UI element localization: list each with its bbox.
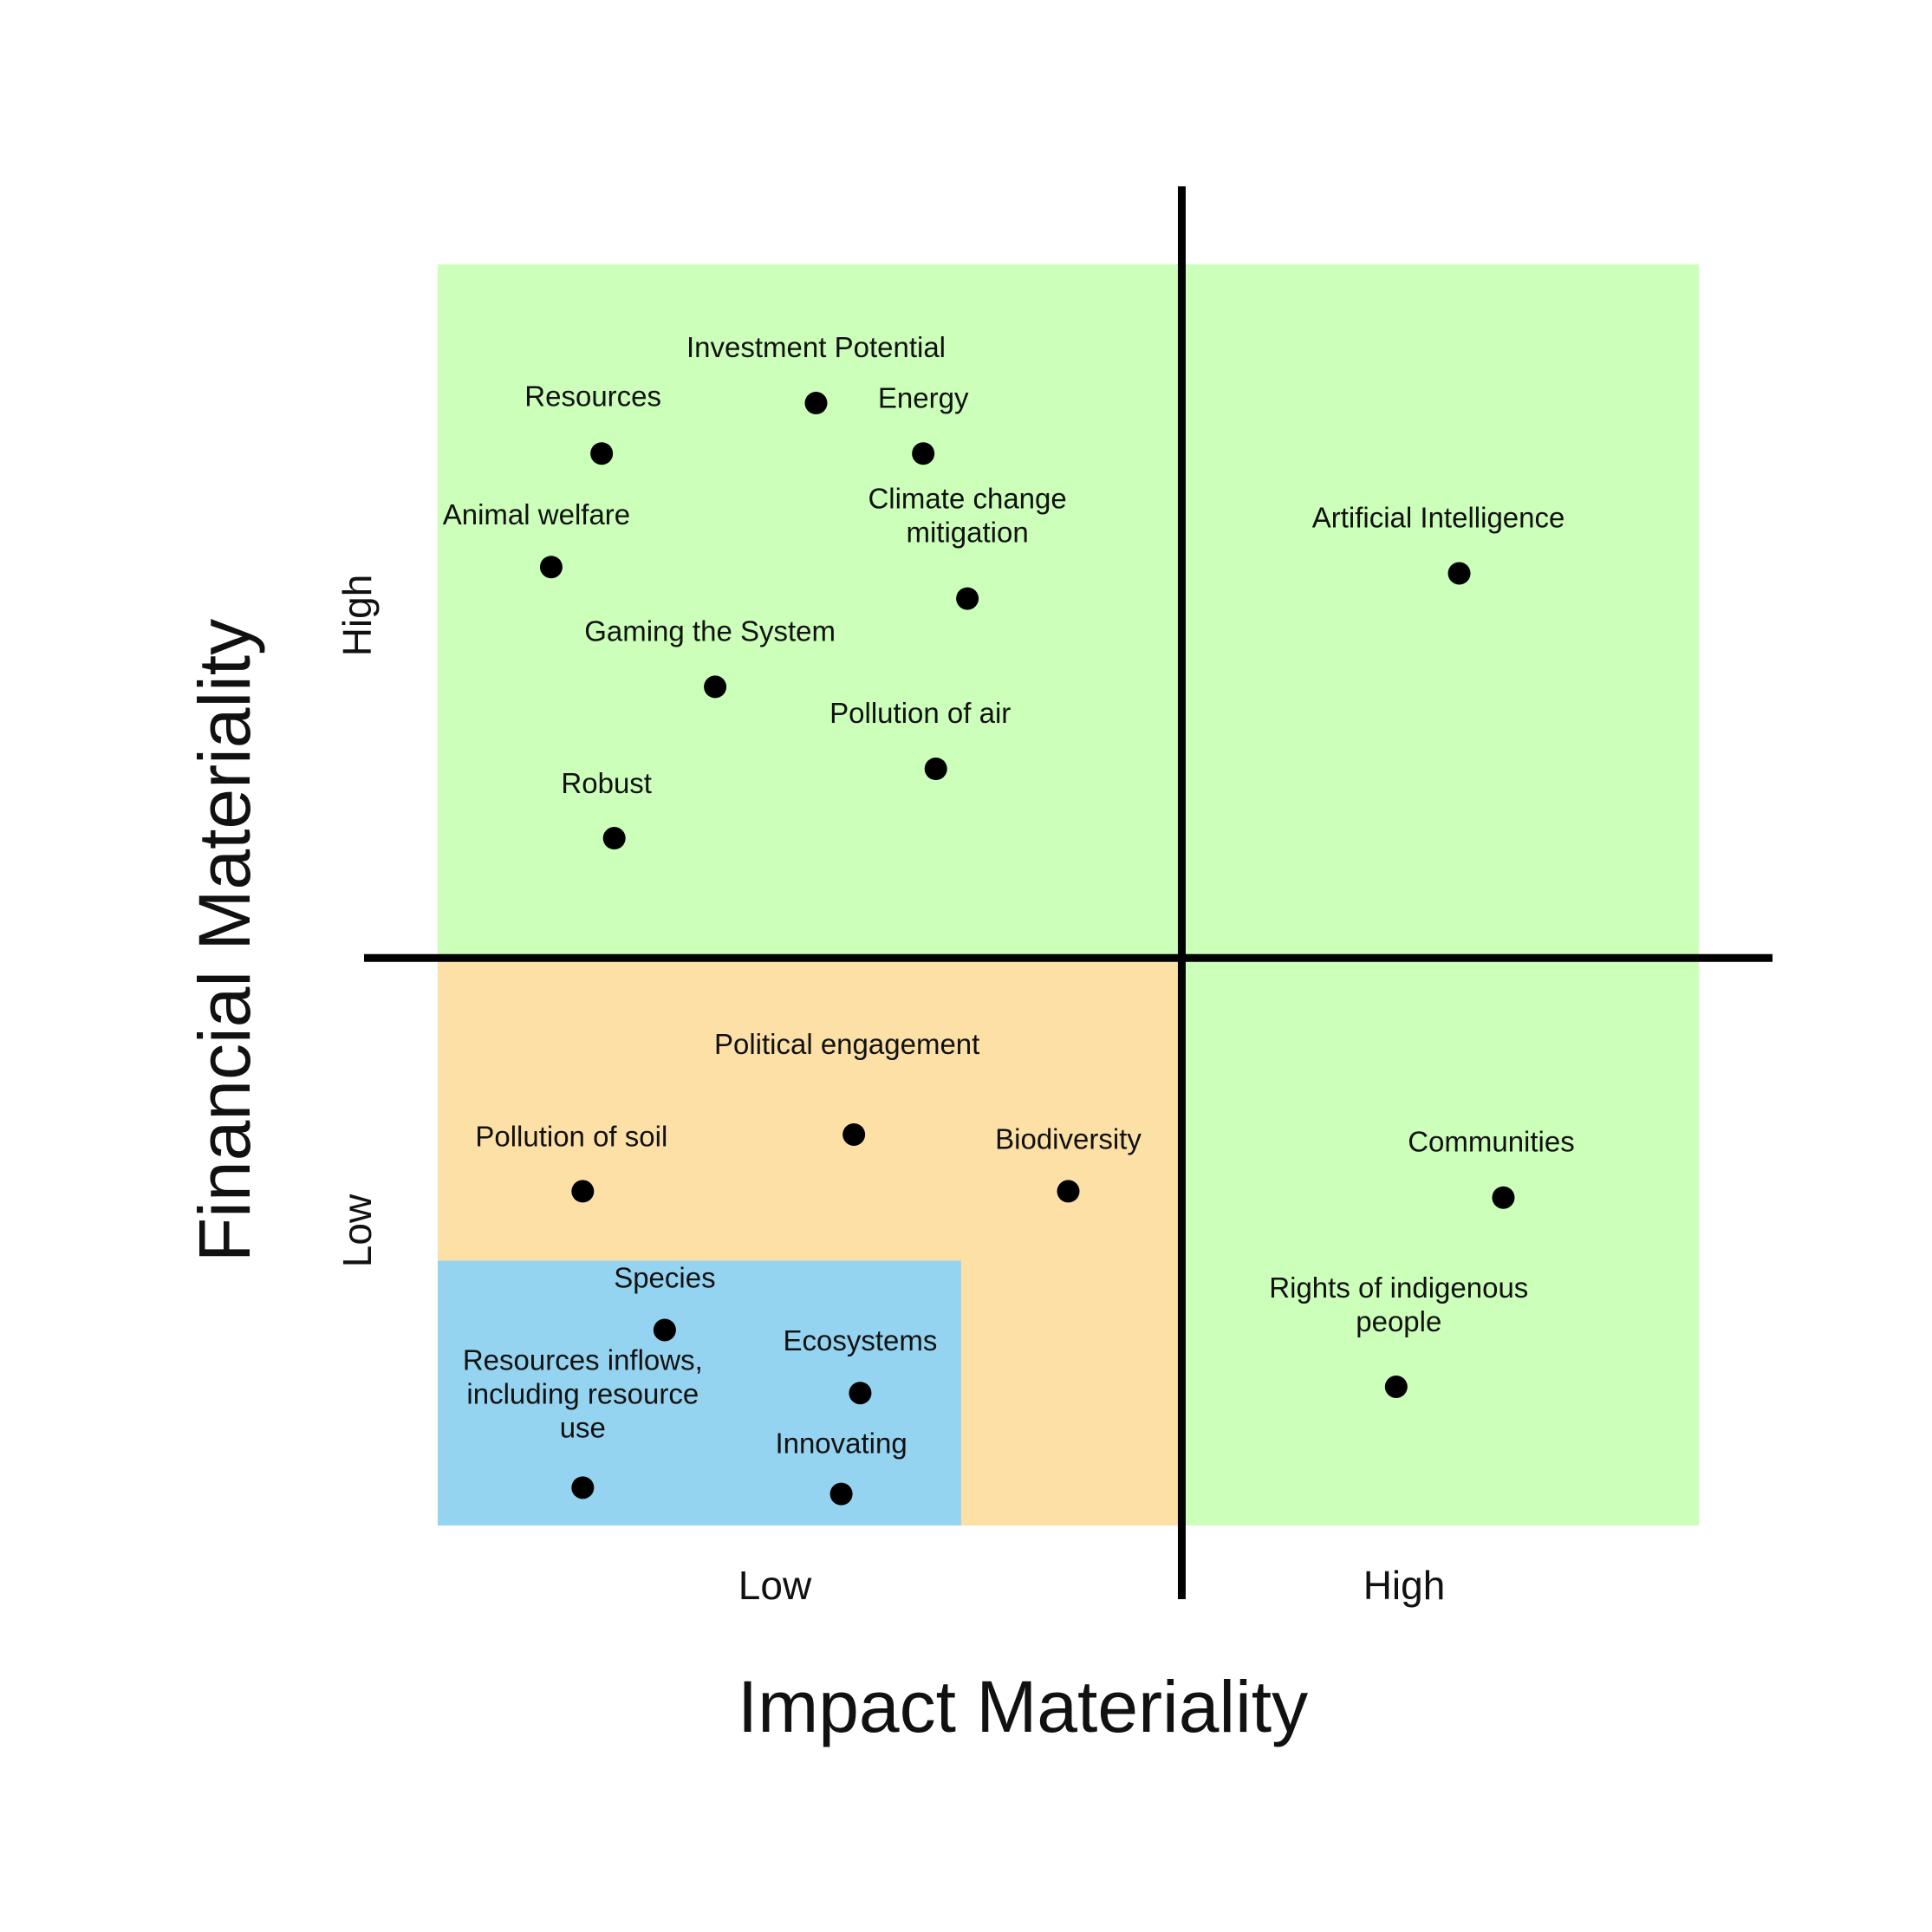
point-label-line: mitigation xyxy=(906,517,1028,549)
quadrant-regions xyxy=(438,264,1699,1525)
point-label-line: including resource xyxy=(466,1377,699,1409)
point-label: Species xyxy=(614,1261,715,1293)
point-robust: Robust xyxy=(561,767,652,850)
point-biodiversity: Biodiversity xyxy=(995,1122,1142,1203)
point-artificial-intelligence: Artificial Intelligence xyxy=(1312,501,1565,585)
point-marker xyxy=(842,1122,866,1146)
point-label-line: Resources inflows, xyxy=(463,1343,703,1376)
y-tick-label-low: Low xyxy=(335,1194,380,1267)
point-resources-inflows-including-resource-use: Resources inflows, including resource use xyxy=(463,1343,703,1499)
data-points: Investment Potential Resources Energy Anima… xyxy=(443,331,1575,1506)
point-label-line: Climate change xyxy=(868,483,1066,515)
region-blue xyxy=(438,1260,961,1525)
point-marker xyxy=(602,827,626,850)
point-marker xyxy=(653,1318,676,1342)
point-communities: Communities xyxy=(1408,1126,1575,1209)
point-marker xyxy=(1057,1180,1080,1203)
point-political-engagement: Political engagement xyxy=(714,1028,979,1146)
axis-tick-labels: Low High Low High xyxy=(335,575,1445,1608)
point-marker xyxy=(924,758,947,780)
point-investment-potential: Investment Potential xyxy=(686,331,946,415)
point-label: Gaming the System xyxy=(584,615,836,647)
point-label: Artificial Intelligence xyxy=(1312,501,1565,533)
point-marker xyxy=(1447,562,1471,585)
y-tick-label-high: High xyxy=(335,575,380,657)
point-climate-change-mitigation: Climate change mitigation xyxy=(868,483,1067,610)
point-label: Climate change mitigation xyxy=(868,483,1066,549)
point-label: Animal welfare xyxy=(443,498,630,530)
point-innovating: Innovating xyxy=(775,1428,907,1506)
point-marker xyxy=(804,392,828,415)
point-marker xyxy=(956,587,979,610)
point-label: Energy xyxy=(878,381,969,413)
point-rights-of-indigenous-people: Rights of indigenous people xyxy=(1269,1272,1528,1398)
quadrant-divider-lines xyxy=(364,186,1773,1599)
x-tick-label-low: Low xyxy=(738,1563,812,1608)
point-marker xyxy=(1384,1375,1408,1398)
point-label-line: Rights of indigenous xyxy=(1269,1272,1528,1304)
point-label: Communities xyxy=(1408,1126,1575,1158)
point-energy: Energy xyxy=(878,381,969,465)
point-marker xyxy=(590,442,614,465)
point-marker xyxy=(704,675,727,699)
point-resources: Resources xyxy=(524,380,661,465)
point-label-line: use xyxy=(560,1411,606,1443)
point-label-line: people xyxy=(1356,1305,1441,1337)
point-animal-welfare: Animal welfare xyxy=(443,498,630,579)
point-label: Investment Potential xyxy=(686,331,946,363)
point-marker xyxy=(571,1476,595,1499)
point-species: Species xyxy=(614,1261,716,1342)
point-label: Robust xyxy=(561,767,652,799)
point-gaming-the-system: Gaming the System xyxy=(584,615,836,699)
point-marker xyxy=(1492,1186,1515,1209)
point-label: Ecosystems xyxy=(783,1324,937,1356)
point-marker xyxy=(829,1482,853,1506)
point-label: Biodiversity xyxy=(995,1122,1142,1155)
point-label: Political engagement xyxy=(714,1028,979,1060)
point-marker xyxy=(849,1382,872,1405)
point-marker xyxy=(571,1180,595,1203)
point-label: Pollution of air xyxy=(829,697,1011,729)
x-axis-title: Impact Materiality xyxy=(738,1666,1308,1747)
point-label: Rights of indigenous people xyxy=(1269,1272,1528,1337)
point-label: Resources xyxy=(524,380,661,412)
point-ecosystems: Ecosystems xyxy=(783,1324,937,1405)
point-label: Innovating xyxy=(775,1428,907,1460)
x-tick-label-high: High xyxy=(1363,1563,1446,1608)
point-label: Pollution of soil xyxy=(475,1120,667,1152)
point-marker xyxy=(912,442,935,465)
point-pollution-of-soil: Pollution of soil xyxy=(475,1120,667,1203)
point-pollution-of-air: Pollution of air xyxy=(829,697,1011,780)
y-axis-title: Financial Materiality xyxy=(184,619,265,1262)
point-marker xyxy=(539,556,563,579)
point-label: Resources inflows, including resource use xyxy=(463,1343,703,1443)
